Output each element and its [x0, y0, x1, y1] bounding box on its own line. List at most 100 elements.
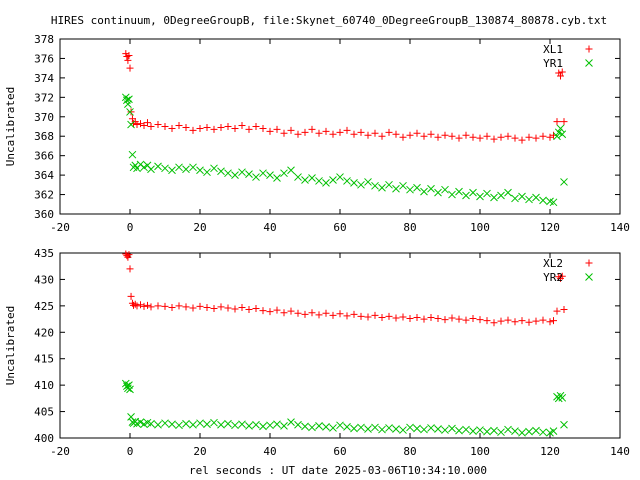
x-tick-label: -20 [50, 445, 70, 458]
series-xl2 [122, 250, 568, 327]
data-point [483, 132, 491, 140]
data-point [273, 174, 281, 182]
y-tick-label: 366 [34, 150, 54, 163]
y-tick-label: 368 [34, 130, 54, 143]
data-point [364, 178, 372, 186]
data-point [448, 190, 456, 199]
data-point [434, 188, 442, 197]
y-axis-label: Uncalibrated [4, 306, 17, 385]
data-point [413, 183, 421, 192]
x-tick-label: 120 [540, 221, 560, 234]
data-point [504, 425, 512, 434]
data-point [315, 421, 323, 430]
data-point [245, 421, 253, 430]
data-point [147, 303, 155, 311]
data-point [224, 123, 232, 130]
x-tick-label: 60 [333, 221, 346, 234]
data-point [130, 120, 137, 128]
data-point [301, 422, 309, 431]
x-tick-label: 100 [470, 445, 490, 458]
data-point [357, 128, 365, 136]
x-tick-label: 60 [333, 445, 346, 458]
data-point [553, 132, 561, 141]
data-point [336, 421, 344, 430]
data-point [399, 133, 407, 141]
data-point [124, 100, 132, 108]
data-point [558, 272, 566, 280]
series-yr2 [121, 379, 568, 437]
data-point [266, 171, 274, 179]
data-point [556, 124, 565, 133]
data-point [308, 423, 316, 432]
data-point [378, 183, 386, 192]
data-point [273, 125, 281, 133]
y-tick-label: 362 [34, 189, 54, 202]
data-point [427, 130, 435, 138]
data-point [539, 132, 547, 140]
legend-label: YR1 [543, 57, 563, 70]
data-point [301, 310, 309, 318]
data-point [357, 180, 365, 189]
data-point [329, 311, 337, 319]
data-point [371, 311, 379, 319]
data-point [245, 125, 253, 133]
data-point [448, 424, 456, 433]
data-point [196, 166, 204, 175]
y-tick-label: 364 [34, 169, 54, 182]
data-point [315, 311, 323, 319]
data-point [469, 427, 477, 435]
data-point [329, 176, 337, 184]
data-point [238, 420, 246, 429]
data-point [539, 196, 547, 205]
data-point [476, 426, 484, 434]
data-point [144, 119, 151, 127]
x-tick-label: 80 [403, 445, 416, 458]
data-point [560, 118, 568, 126]
x-tick-label: 20 [193, 445, 206, 458]
data-point [406, 423, 414, 432]
x-tick-label: 80 [403, 221, 416, 234]
data-point [294, 420, 302, 429]
data-point [539, 316, 547, 324]
data-point [210, 125, 218, 133]
y-axis-label: Uncalibrated [4, 87, 17, 166]
legend-marker [585, 273, 593, 281]
data-point [546, 133, 554, 141]
data-point [126, 385, 134, 394]
data-point [497, 317, 505, 325]
data-point [315, 177, 323, 185]
data-point [315, 129, 323, 137]
data-point [140, 302, 148, 310]
data-point [217, 303, 225, 311]
x-tick-label: 20 [193, 221, 206, 234]
legend-label: XL2 [543, 257, 563, 270]
data-point [392, 425, 400, 433]
data-point [441, 426, 449, 434]
data-point [483, 317, 491, 325]
data-point [555, 69, 563, 77]
data-point [378, 313, 386, 321]
data-point [175, 421, 183, 430]
data-point [441, 131, 449, 139]
data-point [210, 305, 218, 312]
data-point [392, 130, 400, 138]
data-point [413, 424, 421, 433]
data-point [124, 56, 132, 64]
data-point [511, 427, 519, 435]
data-point [217, 123, 225, 131]
data-point [406, 185, 414, 194]
data-point [329, 130, 337, 138]
data-point [399, 313, 407, 321]
data-point [434, 133, 442, 141]
data-point [364, 425, 372, 433]
data-point [175, 163, 183, 172]
data-point [546, 318, 554, 326]
data-point [203, 420, 211, 429]
data-point [532, 426, 540, 435]
data-point [217, 167, 225, 176]
data-point [127, 120, 135, 129]
data-point [231, 124, 239, 132]
data-point [518, 428, 526, 437]
data-point [558, 130, 567, 139]
y-tick-label: 360 [34, 208, 54, 221]
